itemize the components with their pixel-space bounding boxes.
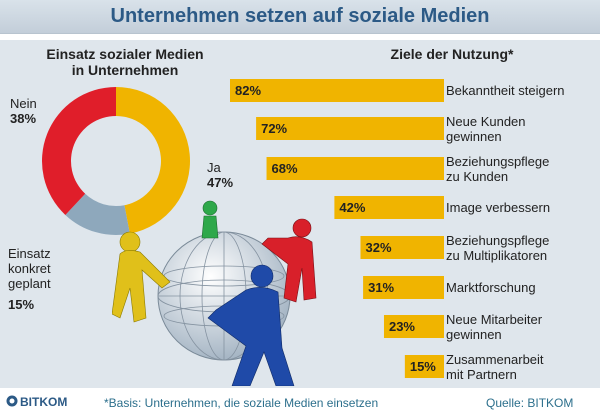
- label-ja-value: 47%: [207, 175, 234, 190]
- donut-title: Einsatz sozialer Medien in Unternehmen: [30, 46, 220, 78]
- bar-category-label-7-line-1: Neue Mitarbeiter: [446, 311, 543, 327]
- bitkom-logo-icon: [6, 395, 18, 407]
- bar-category-label-3-line-1: Beziehungspflege: [446, 153, 550, 169]
- bar-category-label-2-line-1: Neue Kunden: [446, 113, 526, 129]
- bar-category-label-1: Bekanntheit steigern: [446, 83, 596, 98]
- bar-category-label-2: Neue Kunden gewinnen: [446, 114, 596, 144]
- bar-category-label-2-line-2: gewinnen: [446, 128, 502, 144]
- bar-category-label-5-line-1: Beziehungspflege: [446, 232, 550, 248]
- bar-category-label-6: Marktforschung: [446, 280, 596, 295]
- bar-category-label-7-line-2: gewinnen: [446, 326, 502, 342]
- label-geplant-line3: geplant: [8, 276, 51, 291]
- goals-title: Ziele der Nutzung*: [390, 46, 514, 62]
- bar-category-label-4: Image verbessern: [446, 200, 596, 215]
- bar-category-label-4-line-1: Image verbessern: [446, 200, 551, 215]
- label-geplant-line2: konkret: [8, 261, 51, 276]
- green-figure-icon: [201, 200, 219, 239]
- page-title: Unternehmen setzen auf soziale Medien: [110, 5, 490, 27]
- donut-slice-nein: [41, 87, 116, 215]
- donut-slice-ja: [116, 87, 191, 234]
- footnote-basis: *Basis: Unternehmen, die soziale Medien …: [104, 396, 379, 410]
- bar-category-label-7: Neue Mitarbeiter gewinnen: [446, 312, 596, 342]
- blue-figure-icon: [207, 264, 295, 386]
- figures-around-globe-illustration: [112, 200, 317, 386]
- brand-name: BITKOM: [20, 395, 68, 409]
- bar-category-label-5-line-2: zu Multiplikatoren: [446, 247, 548, 263]
- donut-title-line2: in Unternehmen: [71, 62, 179, 78]
- bar-category-label-6-line-1: Marktforschung: [446, 280, 536, 295]
- donut-title-line1: Einsatz sozialer Medien: [46, 46, 204, 62]
- red-figure-icon: [261, 218, 317, 303]
- label-geplant-line1: Einsatz: [8, 246, 51, 261]
- label-nein-value: 38%: [10, 111, 37, 126]
- yellow-figure-icon: [112, 231, 171, 323]
- label-ja: Ja 47%: [207, 160, 233, 190]
- label-geplant-value: 15%: [8, 297, 35, 312]
- bar-category-label-3-line-2: zu Kunden: [446, 168, 509, 184]
- bar-category-label-8-line-1: Zusammenarbeit: [446, 351, 544, 367]
- donut-slice-geplant: [65, 193, 130, 236]
- label-nein-text: Nein: [10, 96, 37, 111]
- bar-category-label-5: Beziehungspflege zu Multiplikatoren: [446, 233, 596, 263]
- bar-category-label-3: Beziehungspflege zu Kunden: [446, 154, 596, 184]
- bar-category-label-8: Zusammenarbeit mit Partnern: [446, 352, 596, 382]
- label-ja-text: Ja: [207, 160, 221, 175]
- bar-category-label-1-line-1: Bekanntheit steigern: [446, 83, 565, 98]
- title-band: [0, 0, 600, 34]
- source-note: Quelle: BITKOM: [486, 396, 574, 410]
- donut-chart: [41, 87, 191, 236]
- label-geplant: Einsatz konkret geplant 15%: [8, 246, 51, 312]
- bar-category-label-8-line-2: mit Partnern: [446, 366, 517, 382]
- label-nein: Nein 38%: [10, 96, 37, 126]
